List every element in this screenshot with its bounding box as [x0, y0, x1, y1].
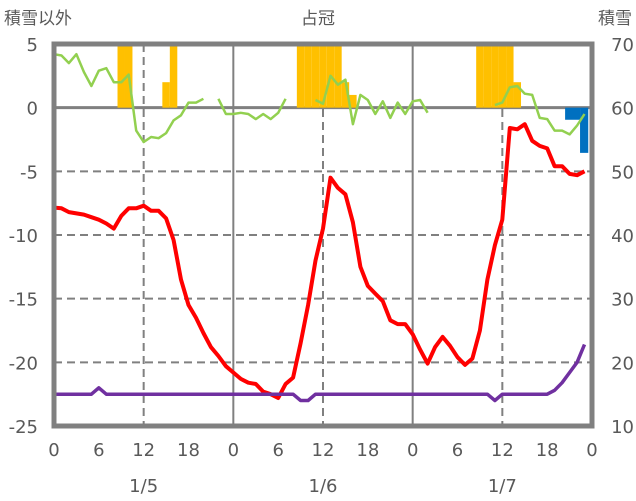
- sunshine-bar: [349, 94, 357, 108]
- x-tick-label: 12: [132, 440, 155, 461]
- sunshine-bar: [169, 44, 178, 108]
- left-tick-label: -25: [9, 417, 38, 438]
- x-tick-label: 18: [536, 440, 559, 461]
- sunshine-bar: [341, 82, 350, 108]
- x-tick-label: 6: [272, 440, 283, 461]
- x-tick-label: 18: [356, 440, 379, 461]
- sunshine-bar: [162, 82, 170, 108]
- right-tick-label: 10: [611, 417, 634, 438]
- right-axis-label: 積雪: [598, 9, 632, 29]
- sunshine-bar: [483, 44, 492, 108]
- snow-depth-bar: [580, 107, 589, 153]
- left-tick-label: 5: [27, 35, 38, 56]
- sunshine-bar: [476, 44, 484, 108]
- sunshine-bar: [117, 44, 125, 108]
- sunshine-bar: [334, 44, 342, 108]
- sunshine-bar: [491, 44, 499, 108]
- left-tick-label: -5: [20, 162, 38, 183]
- right-tick-label: 60: [611, 99, 634, 120]
- plot-border: [51, 41, 595, 429]
- left-tick-label: -20: [9, 353, 38, 374]
- x-tick-label: 0: [407, 440, 418, 461]
- x-tick-label: 0: [586, 440, 597, 461]
- bars: [117, 44, 589, 153]
- purple-series-line: [54, 343, 587, 403]
- x-tick-label: 6: [93, 440, 104, 461]
- right-tick-label: 20: [611, 353, 634, 374]
- right-tick-label: 40: [611, 226, 634, 247]
- day-label: 1/5: [129, 476, 158, 497]
- left-tick-label: -15: [9, 290, 38, 311]
- sunshine-bar: [506, 44, 514, 108]
- right-tick-label: 70: [611, 35, 634, 56]
- x-tick-label: 18: [177, 440, 200, 461]
- sunshine-bar: [296, 44, 305, 108]
- x-tick-label: 12: [312, 440, 335, 461]
- chart-title: 占冠: [301, 9, 335, 29]
- left-tick-label: -10: [9, 226, 38, 247]
- sunshine-bar: [498, 44, 507, 108]
- right-tick-label: 50: [611, 162, 634, 183]
- day-label: 1/7: [488, 476, 517, 497]
- x-tick-label: 12: [491, 440, 514, 461]
- green-series-line: [53, 52, 586, 144]
- sunshine-bar: [311, 44, 320, 108]
- x-tick-label: 0: [48, 440, 59, 461]
- x-tick-label: 0: [228, 440, 239, 461]
- right-tick-label: 30: [611, 290, 634, 311]
- lines: [53, 52, 587, 403]
- snow-depth-bar: [565, 107, 581, 120]
- sunshine-bar: [304, 44, 312, 108]
- x-tick-label: 6: [452, 440, 463, 461]
- sunshine-bar: [513, 82, 522, 108]
- left-axis-label: 積雪以外: [4, 9, 72, 29]
- sunshine-bar: [319, 44, 327, 108]
- day-label: 1/6: [309, 476, 338, 497]
- temperature-line: [53, 122, 586, 400]
- left-tick-label: 0: [27, 99, 38, 120]
